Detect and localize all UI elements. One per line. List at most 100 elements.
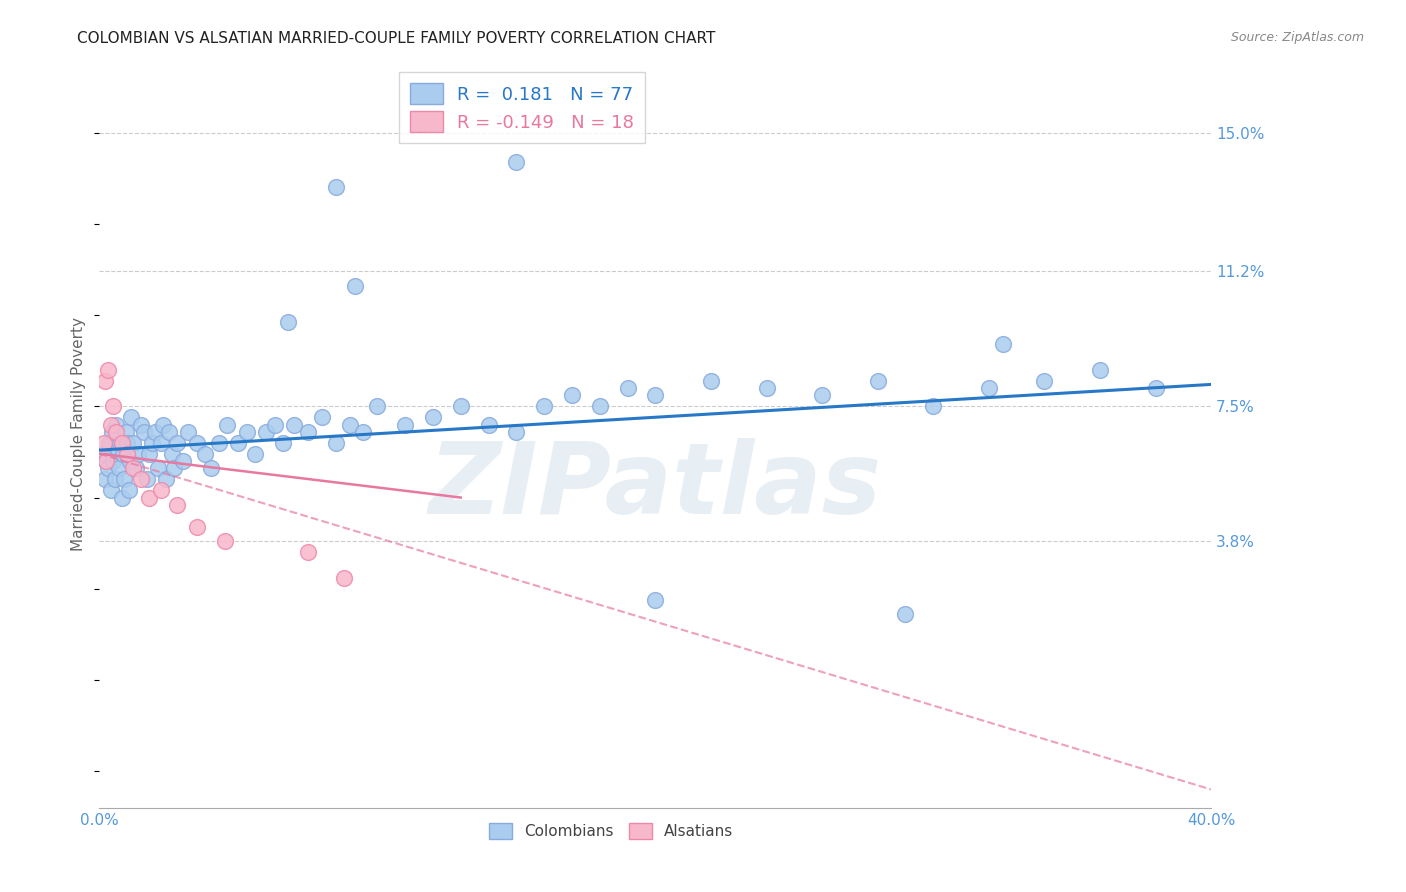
Point	[325, 180, 347, 194]
Point	[166, 498, 188, 512]
Point	[333, 571, 356, 585]
Point	[94, 472, 117, 486]
Point	[217, 417, 239, 432]
Point	[243, 447, 266, 461]
Point	[111, 435, 134, 450]
Point	[214, 534, 236, 549]
Point	[922, 399, 945, 413]
Point	[1088, 363, 1111, 377]
Point	[311, 410, 333, 425]
Point	[124, 461, 146, 475]
Point	[115, 435, 138, 450]
Point	[254, 425, 277, 439]
Point	[263, 417, 285, 432]
Point	[505, 154, 527, 169]
Point	[135, 472, 157, 486]
Point	[97, 363, 120, 377]
Text: COLOMBIAN VS ALSATIAN MARRIED-COUPLE FAMILY POVERTY CORRELATION CHART: COLOMBIAN VS ALSATIAN MARRIED-COUPLE FAM…	[77, 31, 716, 46]
Point	[339, 417, 361, 432]
Point	[163, 461, 186, 475]
Point	[166, 435, 188, 450]
Point	[297, 425, 319, 439]
Point	[121, 435, 143, 450]
Point	[325, 435, 347, 450]
Point	[644, 388, 666, 402]
Legend: Colombians, Alsatians: Colombians, Alsatians	[482, 817, 740, 845]
Point	[143, 425, 166, 439]
Point	[977, 381, 1000, 395]
Point	[101, 425, 124, 439]
Text: ZIPatlas: ZIPatlas	[429, 438, 882, 534]
Point	[138, 491, 160, 505]
Point	[172, 454, 194, 468]
Point	[700, 374, 723, 388]
Point	[115, 425, 138, 439]
Point	[186, 520, 208, 534]
Point	[366, 399, 388, 413]
Point	[561, 388, 583, 402]
Point	[194, 447, 217, 461]
Point	[200, 461, 222, 475]
Y-axis label: Married-Couple Family Poverty: Married-Couple Family Poverty	[72, 317, 86, 550]
Point	[96, 454, 118, 468]
Point	[111, 491, 134, 505]
Point	[100, 483, 122, 498]
Point	[118, 454, 141, 468]
Point	[115, 447, 138, 461]
Point	[97, 461, 120, 475]
Point	[100, 417, 122, 432]
Point	[152, 417, 174, 432]
Point	[132, 425, 155, 439]
Point	[422, 410, 444, 425]
Point	[149, 483, 172, 498]
Point	[127, 447, 149, 461]
Point	[644, 592, 666, 607]
Point	[93, 435, 115, 450]
Point	[103, 399, 125, 413]
Point	[208, 435, 231, 450]
Point	[121, 461, 143, 475]
Point	[157, 425, 180, 439]
Point	[271, 435, 294, 450]
Point	[811, 388, 834, 402]
Point	[117, 483, 139, 498]
Point	[991, 337, 1014, 351]
Text: Source: ZipAtlas.com: Source: ZipAtlas.com	[1230, 31, 1364, 45]
Point	[129, 417, 152, 432]
Point	[149, 435, 172, 450]
Point	[283, 417, 305, 432]
Point	[505, 425, 527, 439]
Point	[477, 417, 499, 432]
Point	[160, 447, 183, 461]
Point	[344, 278, 367, 293]
Point	[96, 454, 118, 468]
Point	[112, 447, 135, 461]
Point	[110, 435, 132, 450]
Point	[1144, 381, 1167, 395]
Point	[394, 417, 416, 432]
Point	[104, 472, 127, 486]
Point	[755, 381, 778, 395]
Point	[589, 399, 612, 413]
Point	[1033, 374, 1056, 388]
Point	[235, 425, 257, 439]
Point	[228, 435, 250, 450]
Point	[353, 425, 375, 439]
Point	[138, 447, 160, 461]
Point	[177, 425, 200, 439]
Point	[98, 435, 121, 450]
Point	[105, 417, 128, 432]
Point	[141, 435, 163, 450]
Point	[120, 410, 142, 425]
Point	[114, 472, 136, 486]
Point	[894, 607, 917, 622]
Point	[105, 425, 128, 439]
Point	[155, 472, 177, 486]
Point	[146, 461, 169, 475]
Point	[129, 472, 152, 486]
Point	[450, 399, 472, 413]
Point	[93, 447, 115, 461]
Point	[103, 454, 125, 468]
Point	[277, 315, 299, 329]
Point	[186, 435, 208, 450]
